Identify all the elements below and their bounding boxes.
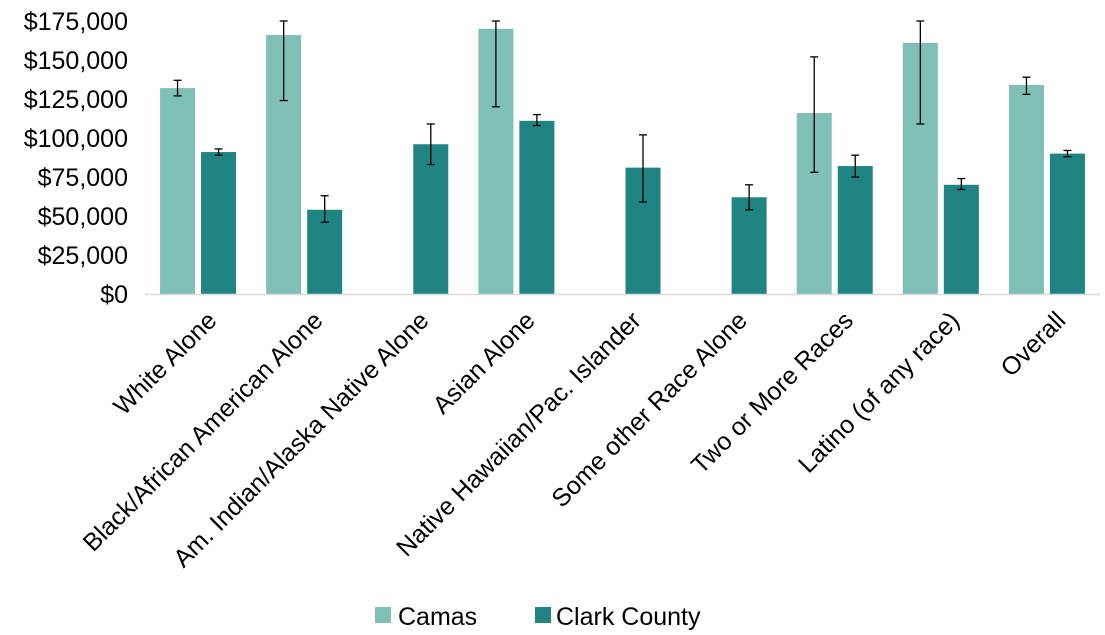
y-tick-label: $0: [100, 281, 128, 309]
error-bars: [173, 20, 1072, 223]
y-tick-label: $175,000: [24, 8, 128, 36]
legend-label: Clark County: [556, 603, 701, 631]
bar-camas: [1008, 84, 1044, 295]
bar-clark-county: [1049, 153, 1085, 294]
bar-clark-county: [943, 184, 979, 294]
y-tick-label: $50,000: [38, 203, 128, 231]
legend-swatch-clark-county: [535, 607, 551, 623]
y-tick-label: $100,000: [24, 125, 128, 153]
bar-clark-county: [307, 209, 343, 294]
bar-clark-county: [837, 166, 873, 294]
legend-label: Camas: [398, 603, 477, 631]
y-tick-label: $25,000: [38, 242, 128, 270]
y-tick-label: $150,000: [24, 47, 128, 75]
bar-clark-county: [519, 120, 555, 294]
bars: [160, 28, 1085, 295]
legend: Camas Clark County: [375, 603, 701, 631]
x-tick-label: Asian Alone: [427, 306, 540, 419]
bar-clark-county: [201, 152, 237, 294]
bar-clark-county: [731, 197, 767, 294]
x-tick-label: White Alone: [108, 306, 222, 420]
bar-camas: [160, 88, 196, 294]
x-tick-label: Overall: [995, 306, 1071, 382]
legend-swatch-camas: [375, 607, 391, 623]
bar-clark-county: [413, 144, 449, 294]
y-axis: $0 $25,000 $50,000 $75,000 $100,000 $125,000 $…: [24, 8, 128, 309]
x-tick-label: Some other Race Alone: [546, 306, 753, 513]
y-tick-label: $75,000: [38, 164, 128, 192]
y-tick-label: $125,000: [24, 86, 128, 114]
